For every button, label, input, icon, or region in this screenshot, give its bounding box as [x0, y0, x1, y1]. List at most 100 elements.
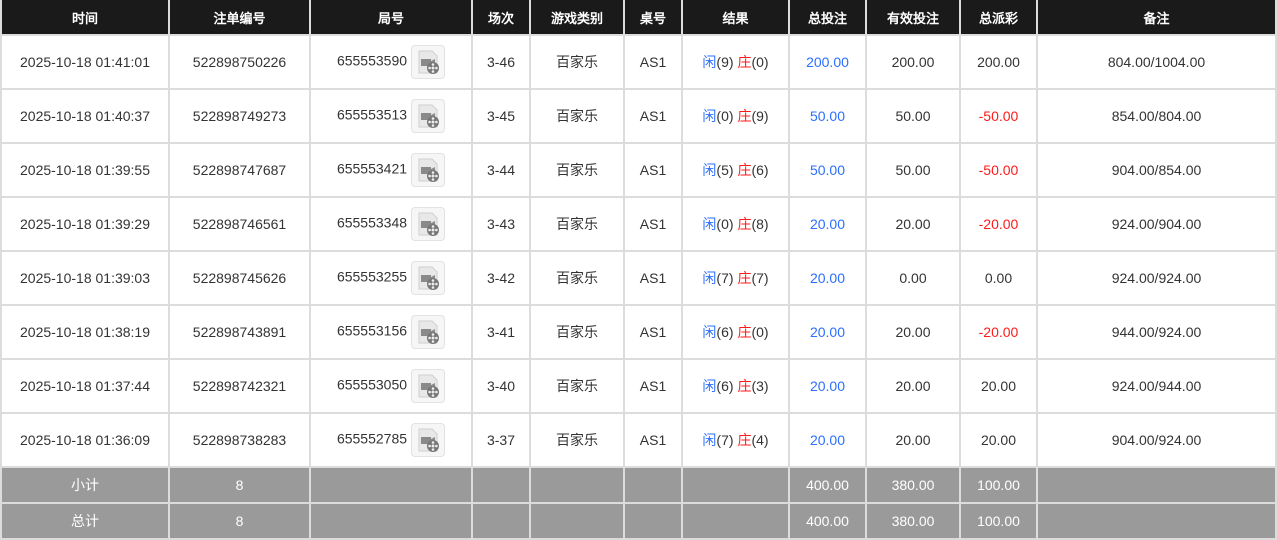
- round-cell: 655553050: [309, 358, 473, 414]
- video-replay-icon[interactable]: [411, 207, 446, 241]
- column-header: 注单编号: [168, 0, 311, 36]
- video-replay-icon[interactable]: [411, 261, 446, 295]
- banker-score: (3): [751, 378, 769, 394]
- session-cell: 3-43: [471, 196, 531, 252]
- player-score: (6): [716, 378, 734, 394]
- bet-number-cell: 522898745626: [168, 250, 311, 306]
- note-cell: 924.00/944.00: [1036, 358, 1277, 414]
- summary-valid-bet: 380.00: [865, 466, 961, 504]
- summary-valid-bet: 380.00: [865, 502, 961, 540]
- valid-bet-cell: 50.00: [865, 142, 961, 198]
- video-replay-icon[interactable]: [411, 423, 446, 457]
- table-row: 2025-10-18 01:37:44 522898742321 6555530…: [0, 358, 1277, 414]
- note-cell: 904.00/924.00: [1036, 412, 1277, 468]
- banker-label: 庄: [737, 108, 752, 124]
- banker-score: (0): [751, 324, 769, 340]
- video-replay-icon[interactable]: [411, 45, 446, 79]
- time-cell: 2025-10-18 01:39:55: [0, 142, 170, 198]
- table-number-cell: AS1: [623, 250, 683, 306]
- valid-bet-cell: 20.00: [865, 304, 961, 360]
- player-label: 闲: [702, 432, 717, 448]
- round-cell: 655553590: [309, 34, 473, 90]
- note-cell: 944.00/924.00: [1036, 304, 1277, 360]
- payout-cell: -50.00: [959, 88, 1038, 144]
- table-number-cell: AS1: [623, 196, 683, 252]
- banker-label: 庄: [737, 432, 752, 448]
- video-replay-icon[interactable]: [411, 315, 446, 349]
- player-score: (7): [716, 270, 734, 286]
- result-cell: 闲(0) 庄(8): [681, 196, 790, 252]
- banker-score: (9): [751, 108, 769, 124]
- note-cell: 924.00/904.00: [1036, 196, 1277, 252]
- session-cell: 3-44: [471, 142, 531, 198]
- column-header: 游戏类别: [529, 0, 625, 36]
- round-number: 655553513: [336, 106, 408, 123]
- summary-row: 总计 8 400.00 380.00 100.00: [0, 502, 1277, 540]
- player-score: (0): [716, 216, 734, 232]
- column-header: 总投注: [788, 0, 867, 36]
- game-type-cell: 百家乐: [529, 142, 625, 198]
- payout-cell: 0.00: [959, 250, 1038, 306]
- time-cell: 2025-10-18 01:39:29: [0, 196, 170, 252]
- table-row: 2025-10-18 01:40:37 522898749273 6555535…: [0, 88, 1277, 144]
- table-number-cell: AS1: [623, 412, 683, 468]
- column-header: 结果: [681, 0, 790, 36]
- session-cell: 3-40: [471, 358, 531, 414]
- time-cell: 2025-10-18 01:39:03: [0, 250, 170, 306]
- game-type-cell: 百家乐: [529, 412, 625, 468]
- payout-cell: 20.00: [959, 358, 1038, 414]
- round-cell: 655553348: [309, 196, 473, 252]
- game-type-cell: 百家乐: [529, 358, 625, 414]
- total-bet-cell: 20.00: [788, 250, 867, 306]
- bet-number-cell: 522898743891: [168, 304, 311, 360]
- video-replay-icon[interactable]: [411, 99, 446, 133]
- table-row: 2025-10-18 01:39:03 522898745626 6555532…: [0, 250, 1277, 306]
- valid-bet-cell: 20.00: [865, 196, 961, 252]
- banker-label: 庄: [737, 162, 752, 178]
- bet-number-cell: 522898749273: [168, 88, 311, 144]
- total-bet-cell: 20.00: [788, 196, 867, 252]
- total-bet-cell: 20.00: [788, 304, 867, 360]
- player-label: 闲: [702, 216, 717, 232]
- banker-score: (7): [751, 270, 769, 286]
- table-header: 时间 注单编号 局号 场次 游戏类别 桌号 结果 总投注 有效投注 总派彩 备注: [0, 0, 1277, 36]
- session-cell: 3-37: [471, 412, 531, 468]
- time-cell: 2025-10-18 01:37:44: [0, 358, 170, 414]
- banker-label: 庄: [737, 216, 752, 232]
- time-cell: 2025-10-18 01:38:19: [0, 304, 170, 360]
- summary-total-bet: 400.00: [788, 502, 867, 540]
- table-row: 2025-10-18 01:39:29 522898746561 6555533…: [0, 196, 1277, 252]
- round-cell: 655553156: [309, 304, 473, 360]
- summary-count: 8: [168, 466, 311, 504]
- banker-label: 庄: [737, 324, 752, 340]
- summary-total-bet: 400.00: [788, 466, 867, 504]
- bet-number-cell: 522898746561: [168, 196, 311, 252]
- player-score: (5): [716, 162, 734, 178]
- session-cell: 3-42: [471, 250, 531, 306]
- summary-label: 小计: [0, 466, 170, 504]
- column-header: 备注: [1036, 0, 1277, 36]
- banker-label: 庄: [737, 54, 752, 70]
- result-cell: 闲(7) 庄(7): [681, 250, 790, 306]
- total-bet-cell: 50.00: [788, 88, 867, 144]
- session-cell: 3-41: [471, 304, 531, 360]
- summary-count: 8: [168, 502, 311, 540]
- game-type-cell: 百家乐: [529, 196, 625, 252]
- table-number-cell: AS1: [623, 142, 683, 198]
- player-label: 闲: [702, 54, 717, 70]
- valid-bet-cell: 20.00: [865, 412, 961, 468]
- valid-bet-cell: 0.00: [865, 250, 961, 306]
- banker-label: 庄: [737, 270, 752, 286]
- player-label: 闲: [702, 108, 717, 124]
- table-row: 2025-10-18 01:38:19 522898743891 6555531…: [0, 304, 1277, 360]
- game-type-cell: 百家乐: [529, 88, 625, 144]
- player-score: (7): [716, 432, 734, 448]
- player-label: 闲: [702, 270, 717, 286]
- payout-cell: 200.00: [959, 34, 1038, 90]
- summary-label: 总计: [0, 502, 170, 540]
- valid-bet-cell: 20.00: [865, 358, 961, 414]
- video-replay-icon[interactable]: [411, 369, 446, 403]
- video-replay-icon[interactable]: [411, 153, 446, 187]
- note-cell: 804.00/1004.00: [1036, 34, 1277, 90]
